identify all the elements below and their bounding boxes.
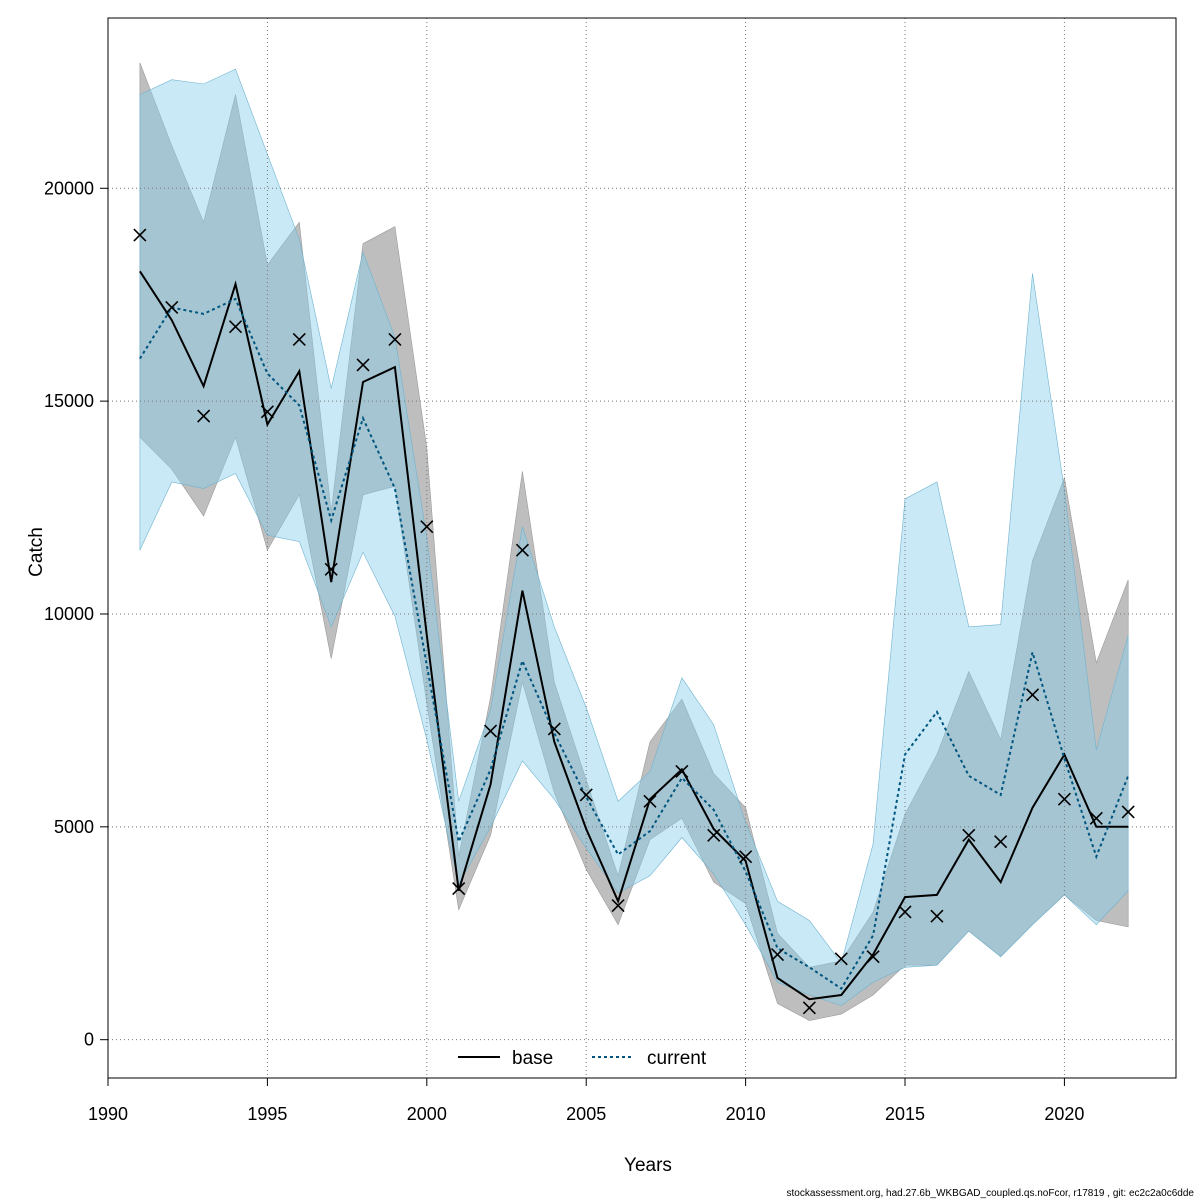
axes: 1990 1995 2000 2005 2010 2015 2020 0 5000 10000 15… [44,17,1177,1124]
series-line-base [139,270,1129,1001]
y-tick-label: 15000 [44,391,94,411]
y-tick-label: 5000 [54,817,94,837]
footnote: stockassessment.org, had.27.6b_WKBGAD_co… [787,1188,1195,1199]
observed-point [484,724,498,738]
series-line-current [139,297,1130,991]
observed-point [962,828,976,842]
base-confidence-band [139,62,1129,1021]
x-tick-label: 1995 [247,1104,287,1124]
observed-point [834,952,848,966]
observed-point [930,909,944,923]
observed-point [579,788,593,802]
observed-point [324,562,338,576]
x-tick-label: 2000 [407,1104,447,1124]
x-tick-label: 1990 [88,1104,128,1124]
x-tick-label: 2015 [885,1104,925,1124]
observed-point [994,835,1008,849]
observed-point [866,950,880,964]
observed-point [388,332,402,346]
legend-label-current: current [647,1048,707,1069]
observed-points [133,228,1135,1015]
observed-point [1057,792,1071,806]
series-lines [139,270,1130,1001]
observed-point [133,228,147,242]
observed-point [1089,811,1103,825]
y-tick-label: 0 [84,1030,94,1050]
x-tick-label: 2005 [566,1104,606,1124]
legend: base current [458,1048,707,1069]
y-axis-title: Catch [26,527,47,577]
observed-point [228,320,243,334]
observed-point [707,828,721,842]
observed-point [452,881,466,896]
observed-point [260,405,274,419]
observed-point [802,1001,816,1015]
observed-point [165,300,179,315]
observed-point [643,794,657,808]
confidence-bands [139,62,1129,1021]
observed-point [1121,805,1135,819]
x-axis-title: Years [624,1155,672,1176]
observed-point [547,722,561,736]
x-tick-label: 2010 [726,1104,766,1124]
observed-point [356,358,370,372]
observed-point [420,520,434,534]
observed-point [292,332,306,346]
observed-point [675,764,689,779]
current-confidence-band [139,68,1129,1006]
y-tick-label: 20000 [44,178,94,198]
observed-point [898,905,912,919]
observed-point [770,947,785,962]
observed-point [1025,688,1040,702]
observed-point [515,543,530,557]
observed-point [739,850,753,864]
observed-point [611,899,625,913]
x-tick-label: 2020 [1044,1104,1084,1124]
observed-point [197,409,211,423]
legend-label-base: base [512,1048,553,1069]
y-tick-label: 10000 [44,604,94,624]
